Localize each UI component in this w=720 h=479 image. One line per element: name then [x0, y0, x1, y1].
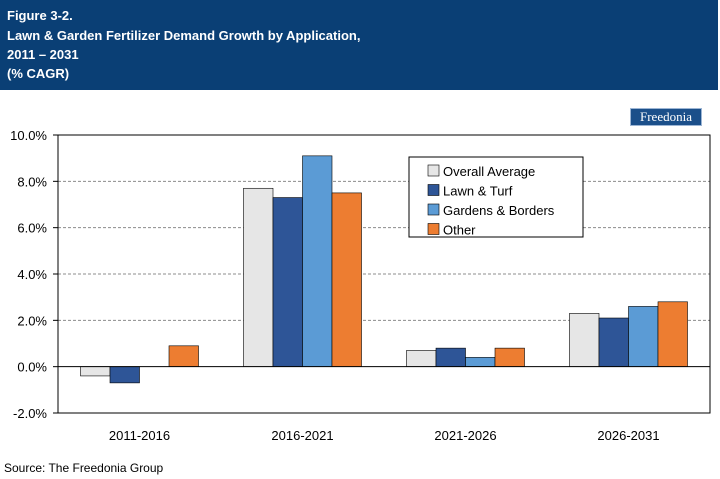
y-tick-label: 2.0%	[17, 313, 47, 328]
x-tick-label: 2026-2031	[597, 428, 659, 443]
axes: -2.0% 0.0% 2.0% 4.0% 6.0% 8.0% 10.0% 2011-2016 2…	[10, 128, 711, 443]
bar	[657, 301, 688, 367]
y-tick-label: 4.0%	[17, 267, 47, 282]
bar	[569, 313, 600, 367]
legend-swatch	[427, 184, 440, 196]
bar	[302, 155, 333, 367]
bar	[168, 345, 199, 367]
figure-label: Figure 3-2.	[7, 8, 73, 23]
y-tick-label: 0.0%	[17, 360, 47, 375]
figure-title-line3: (% CAGR)	[7, 66, 70, 81]
legend-label: Overall Average	[443, 164, 535, 179]
legend-swatch	[427, 203, 440, 216]
bar	[435, 347, 466, 367]
bar	[598, 317, 629, 367]
legend-label: Gardens & Borders	[443, 203, 555, 218]
bar	[243, 187, 274, 367]
source-note: Source: The Freedonia Group	[4, 461, 164, 475]
bar	[628, 306, 659, 367]
bar	[80, 366, 111, 377]
bar	[406, 350, 437, 367]
legend-swatch	[427, 223, 440, 235]
y-tick-label: 6.0%	[17, 221, 47, 236]
bar	[465, 357, 496, 367]
bar	[494, 347, 525, 367]
figure-title-line1: Lawn & Garden Fertilizer Demand Growth b…	[7, 28, 361, 43]
x-tick-label: 2021-2026	[434, 428, 496, 443]
x-tick-label: 2011-2016	[109, 428, 170, 443]
figure-title-line2: 2011 – 2031	[7, 47, 79, 62]
y-tick-label: 10.0%	[10, 128, 47, 143]
freedonia-logo: Freedonia	[630, 108, 702, 126]
bar	[109, 366, 140, 384]
figure-header: Figure 3-2. Lawn & Garden Fertilizer Dem…	[0, 0, 718, 90]
bar	[272, 197, 303, 367]
y-tick-label: 8.0%	[17, 174, 47, 189]
legend-label: Other	[443, 223, 476, 238]
legend-label: Lawn & Turf	[443, 184, 513, 199]
bar	[331, 192, 362, 367]
legend-swatch	[427, 164, 440, 177]
grid-lines	[58, 180, 710, 321]
x-tick-label: 2016-2021	[271, 428, 333, 443]
plot-frame	[57, 134, 711, 414]
legend: Overall Average Lawn & Turf Gardens & Bord…	[408, 156, 584, 238]
bars	[80, 155, 688, 384]
y-tick-label: -2.0%	[13, 406, 47, 421]
